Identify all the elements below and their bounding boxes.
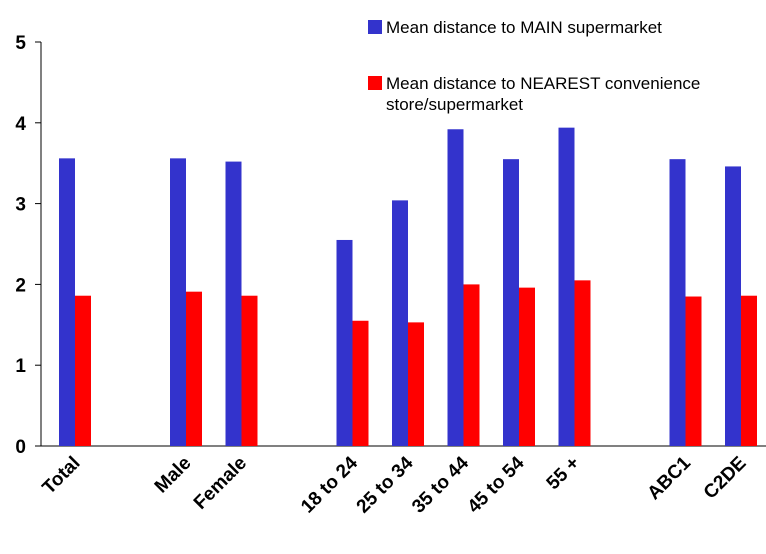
bar-main-supermarket-total xyxy=(59,158,75,447)
y-tick-label: 2 xyxy=(15,275,26,296)
x-category-label: 55 + xyxy=(543,453,584,494)
bar-nearest-store-35-to-44 xyxy=(463,284,480,446)
y-tick-label: 1 xyxy=(15,356,26,377)
legend: Mean distance to MAIN supermarket Mean di… xyxy=(368,18,700,114)
bar-nearest-store-female xyxy=(241,295,258,446)
bar-main-supermarket-male xyxy=(170,158,186,447)
y-tick-label: 0 xyxy=(15,437,26,458)
x-category-label: Female xyxy=(190,453,251,514)
x-category-label: 45 to 54 xyxy=(464,452,529,517)
bar-main-supermarket-abc1 xyxy=(669,159,686,446)
x-category-label: 25 to 34 xyxy=(353,452,418,517)
bar-main-supermarket-55- xyxy=(558,127,575,446)
y-tick-label: 4 xyxy=(15,114,26,135)
bar-nearest-store-c2de xyxy=(741,295,757,446)
x-category-label: Total xyxy=(39,453,85,499)
y-tick-label: 5 xyxy=(15,33,26,54)
bar-nearest-store-total xyxy=(75,295,91,446)
legend-label-main-supermarket: Mean distance to MAIN supermarket xyxy=(386,18,662,37)
bar-nearest-store-abc1 xyxy=(685,296,702,446)
bar-nearest-store-45-to-54 xyxy=(519,287,535,446)
x-category-label: 18 to 24 xyxy=(297,452,362,517)
legend-swatch-nearest-store xyxy=(368,76,382,90)
bar-main-supermarket-18-to-24 xyxy=(336,239,353,446)
x-category-label: 35 to 44 xyxy=(408,452,473,517)
bars xyxy=(59,127,757,447)
bar-main-supermarket-45-to-54 xyxy=(503,159,519,446)
y-tick-label: 3 xyxy=(15,195,26,216)
y-axis-ticks: 0 1 2 3 4 5 xyxy=(15,33,41,458)
x-category-label: C2DE xyxy=(700,453,751,504)
bar-nearest-store-55- xyxy=(574,280,591,446)
legend-label-nearest-store: Mean distance to NEAREST convenience stor… xyxy=(386,74,700,114)
bar-main-supermarket-25-to-34 xyxy=(392,200,408,446)
bar-nearest-store-25-to-34 xyxy=(408,322,424,446)
bar-nearest-store-18-to-24 xyxy=(352,320,369,446)
bar-main-supermarket-35-to-44 xyxy=(447,129,464,446)
bar-main-supermarket-female xyxy=(225,161,242,447)
bar-main-supermarket-c2de xyxy=(725,166,741,446)
x-category-label: Male xyxy=(151,453,196,498)
bar-nearest-store-male xyxy=(186,291,202,446)
legend-swatch-main-supermarket xyxy=(368,20,382,34)
x-category-label: ABC1 xyxy=(644,452,696,504)
